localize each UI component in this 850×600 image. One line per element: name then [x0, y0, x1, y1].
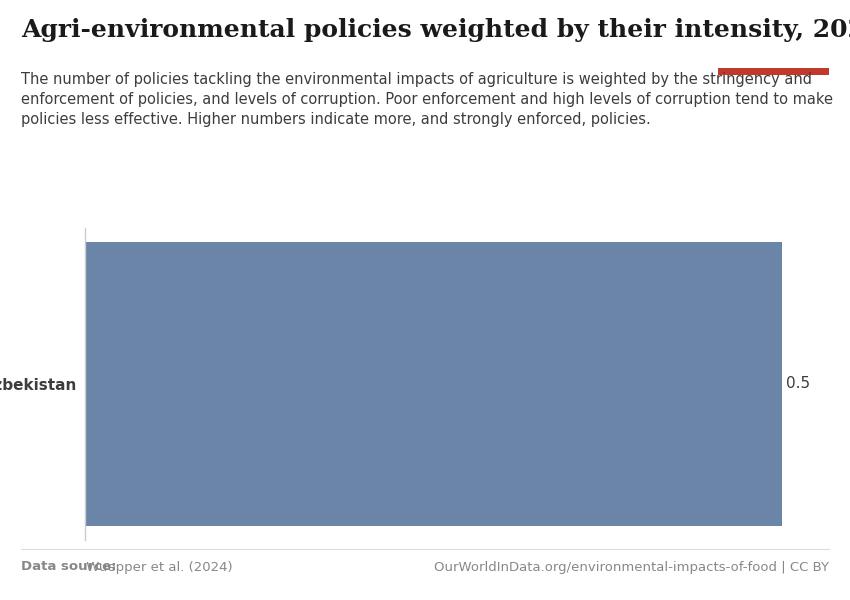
Text: 0.5: 0.5	[786, 377, 810, 391]
Text: Agri-environmental policies weighted by their intensity, 2022: Agri-environmental policies weighted by …	[21, 18, 850, 42]
Text: Data source:: Data source:	[21, 560, 116, 574]
Bar	[718, 68, 829, 75]
Text: in Data: in Data	[750, 44, 797, 58]
Text: Wuepper et al. (2024): Wuepper et al. (2024)	[82, 560, 233, 574]
Text: OurWorldInData.org/environmental-impacts-of-food | CC BY: OurWorldInData.org/environmental-impacts…	[434, 560, 829, 574]
Text: The number of policies tackling the environmental impacts of agriculture is weig: The number of policies tackling the envi…	[21, 72, 833, 127]
Text: Our World: Our World	[740, 28, 807, 40]
